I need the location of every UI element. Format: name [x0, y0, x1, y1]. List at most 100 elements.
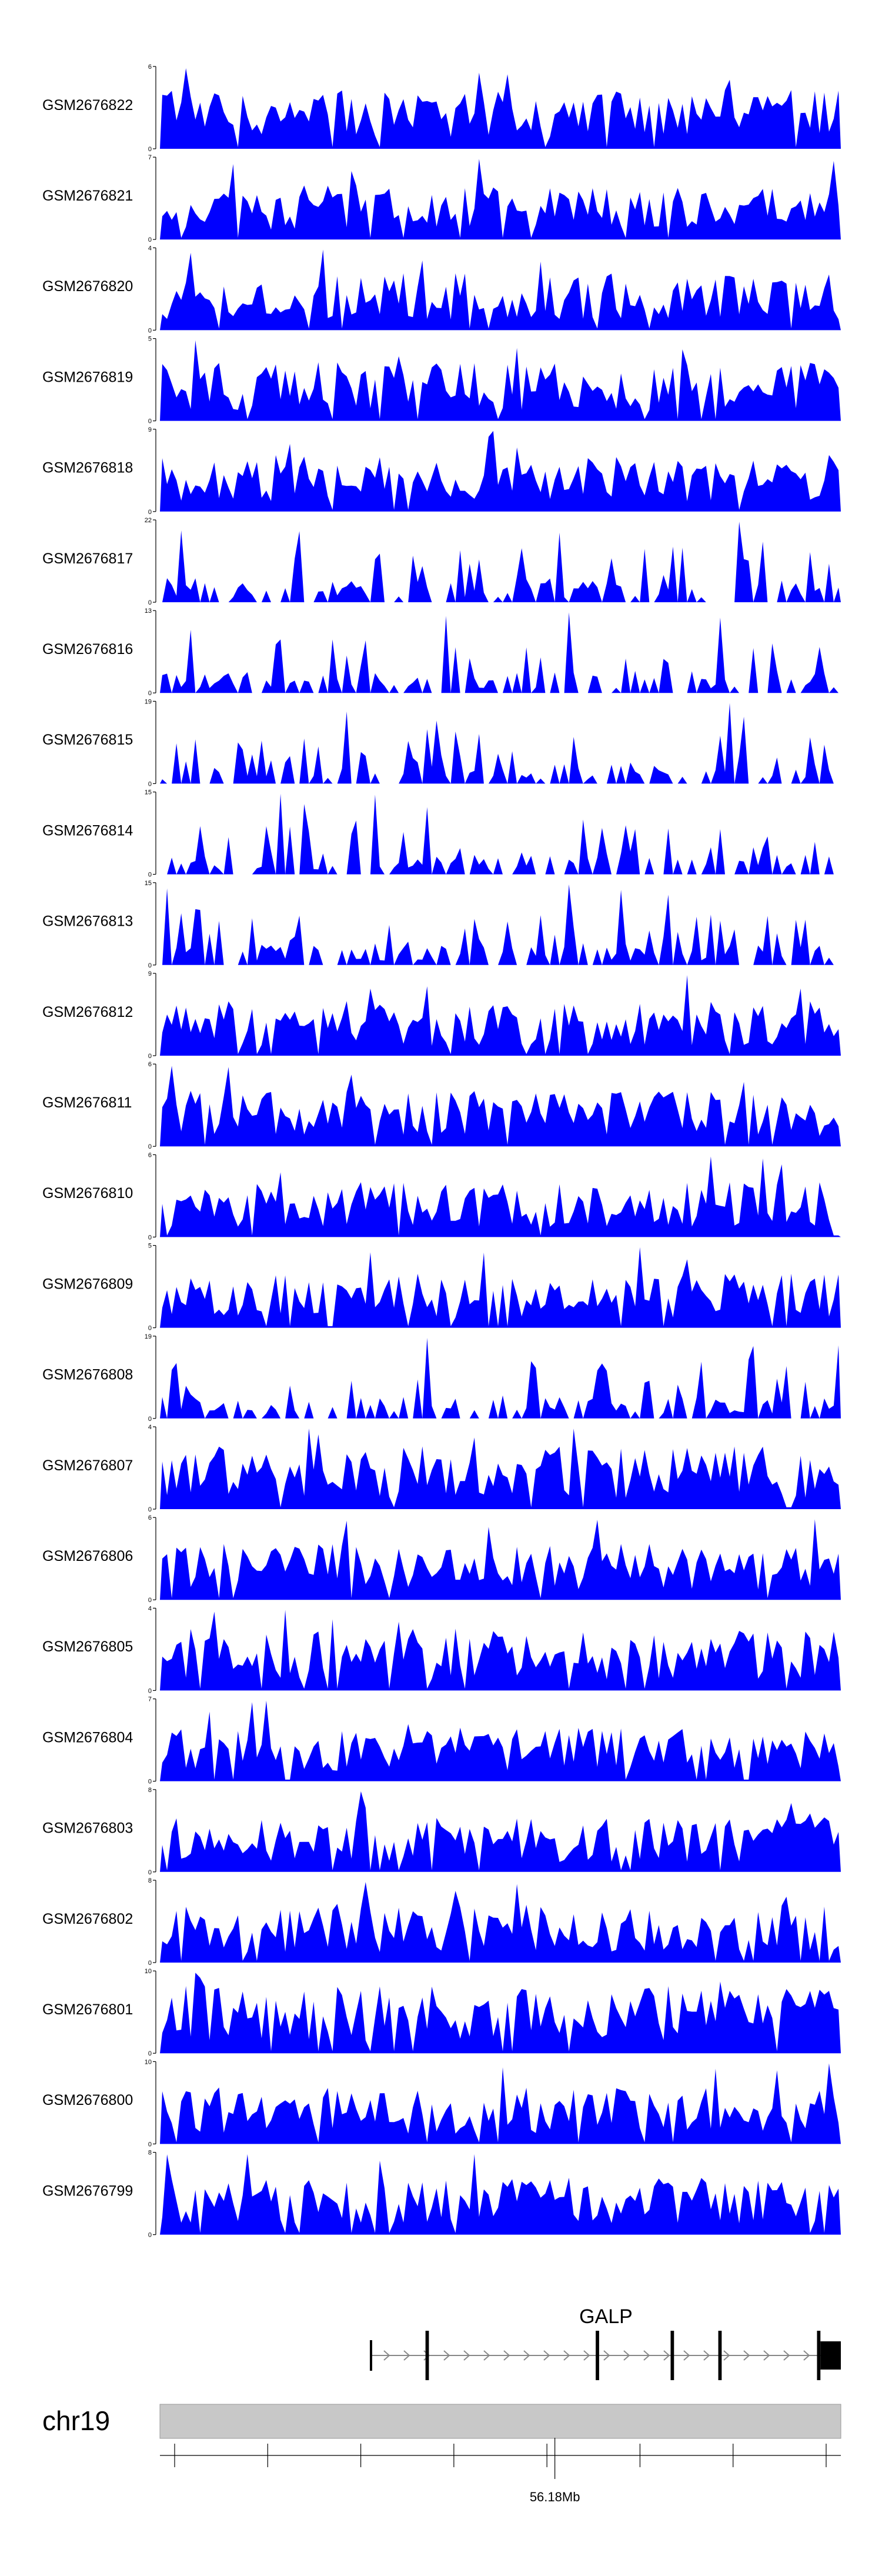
strand-arrow [703, 2350, 710, 2361]
y-tick-label-max: 15 [145, 880, 152, 887]
strand-arrow [523, 2350, 530, 2361]
coverage-area [160, 1066, 841, 1147]
strand-arrow [503, 2350, 510, 2361]
strand-arrow [723, 2350, 730, 2361]
y-tick-label-zero: 0 [148, 1053, 152, 1060]
coverage-area [160, 975, 841, 1056]
strand-arrow [763, 2350, 770, 2361]
track-GSM2676818: GSM2676818 9 0 [42, 426, 841, 516]
coverage-area [160, 522, 841, 602]
y-tick-label-zero: 0 [148, 1960, 152, 1967]
exon-4 [718, 2331, 722, 2380]
coverage-area [160, 1519, 841, 1600]
coverage-area [160, 612, 841, 693]
strand-arrow [543, 2350, 550, 2361]
y-tick-label-max: 10 [145, 1968, 152, 1975]
y-tick-label-max: 5 [148, 1243, 152, 1250]
coverage-area [160, 1337, 841, 1419]
y-tick-label-zero: 0 [148, 1778, 152, 1786]
y-tick-label-max: 7 [148, 154, 152, 161]
gene-track: GALP [369, 2305, 841, 2380]
track-GSM2676806: GSM2676806 6 0 [42, 1514, 841, 1604]
y-tick-label-zero: 0 [148, 1234, 152, 1241]
track-label: GSM2676802 [42, 1911, 133, 1927]
y-tick-label-zero: 0 [148, 1416, 152, 1423]
y-tick-label-max: 5 [148, 336, 152, 343]
exon-2 [596, 2331, 599, 2380]
strand-arrow [583, 2350, 590, 2361]
y-tick-label-max: 7 [148, 1696, 152, 1703]
y-tick-label-zero: 0 [148, 599, 152, 606]
strand-arrow [403, 2350, 410, 2361]
coverage-area [160, 1882, 841, 1963]
track-label: GSM2676821 [42, 188, 133, 204]
y-tick-label-max: 8 [148, 1877, 152, 1884]
track-GSM2676803: GSM2676803 8 0 [42, 1787, 841, 1876]
coverage-area [160, 1429, 841, 1509]
coverage-area [160, 1700, 841, 1781]
track-GSM2676804: GSM2676804 7 0 [42, 1696, 841, 1786]
track-GSM2676817: GSM2676817 22 0 [42, 517, 841, 606]
y-tick-label-zero: 0 [148, 327, 152, 334]
strand-arrow [623, 2350, 630, 2361]
strand-arrow [743, 2350, 750, 2361]
y-tick-label-max: 19 [145, 698, 152, 705]
track-label: GSM2676818 [42, 460, 133, 476]
ideogram-track: chr19 56.18Mb [42, 2404, 841, 2504]
y-tick-label-max: 6 [148, 1514, 152, 1521]
y-tick-label-zero: 0 [148, 690, 152, 697]
track-label: GSM2676813 [42, 913, 133, 930]
y-tick-label-zero: 0 [148, 509, 152, 516]
coverage-area [160, 68, 841, 149]
y-tick-label-max: 6 [148, 1152, 152, 1159]
y-tick-label-zero: 0 [148, 2050, 152, 2057]
y-tick-label-max: 4 [148, 245, 152, 252]
track-label: GSM2676805 [42, 1639, 133, 1655]
track-GSM2676814: GSM2676814 15 0 [42, 789, 841, 879]
y-tick-label-max: 6 [148, 64, 152, 71]
exon-6 [820, 2341, 841, 2370]
track-GSM2676801: GSM2676801 10 0 [42, 1968, 841, 2057]
y-tick-label-zero: 0 [148, 1687, 152, 1694]
track-label: GSM2676801 [42, 2001, 133, 2018]
track-GSM2676799: GSM2676799 8 0 [42, 2150, 841, 2239]
y-tick-label-zero: 0 [148, 1506, 152, 1513]
track-label: GSM2676815 [42, 732, 133, 748]
coverage-area [160, 2154, 841, 2235]
genome-axis-label: 56.18Mb [530, 2490, 580, 2504]
y-tick-label-zero: 0 [148, 146, 152, 153]
track-GSM2676816: GSM2676816 13 0 [42, 608, 841, 697]
y-tick-label-max: 15 [145, 789, 152, 796]
y-tick-label-zero: 0 [148, 1143, 152, 1150]
y-tick-label-zero: 0 [148, 2232, 152, 2239]
strand-arrow [563, 2350, 570, 2361]
coverage-area [160, 1610, 841, 1691]
track-label: GSM2676808 [42, 1367, 133, 1383]
strand-arrow [783, 2350, 790, 2361]
coverage-tracks: GSM267682260GSM267682170GSM267682040GSM2… [42, 64, 841, 2239]
strand-arrow [683, 2350, 690, 2361]
coverage-area [160, 884, 841, 965]
y-tick-label-max: 22 [145, 517, 152, 524]
track-GSM2676821: GSM2676821 7 0 [42, 154, 841, 243]
track-GSM2676800: GSM2676800 10 0 [42, 2058, 841, 2148]
track-GSM2676807: GSM2676807 4 0 [42, 1424, 841, 1513]
coverage-area [160, 703, 841, 784]
track-label: GSM2676799 [42, 2183, 133, 2199]
track-GSM2676811: GSM2676811 6 0 [42, 1061, 841, 1150]
y-tick-label-zero: 0 [148, 236, 152, 243]
coverage-area [160, 1791, 841, 1872]
y-tick-label-max: 9 [148, 970, 152, 977]
track-label: GSM2676820 [42, 278, 133, 295]
track-label: GSM2676816 [42, 641, 133, 658]
strand-arrow [803, 2350, 810, 2361]
coverage-area [160, 159, 841, 240]
track-GSM2676809: GSM2676809 5 0 [42, 1243, 841, 1332]
y-tick-label-max: 9 [148, 426, 152, 433]
track-label: GSM2676800 [42, 2092, 133, 2108]
y-tick-label-max: 8 [148, 1787, 152, 1794]
track-GSM2676813: GSM2676813 15 0 [42, 880, 841, 969]
y-tick-label-zero: 0 [148, 418, 152, 425]
track-label: GSM2676817 [42, 550, 133, 567]
